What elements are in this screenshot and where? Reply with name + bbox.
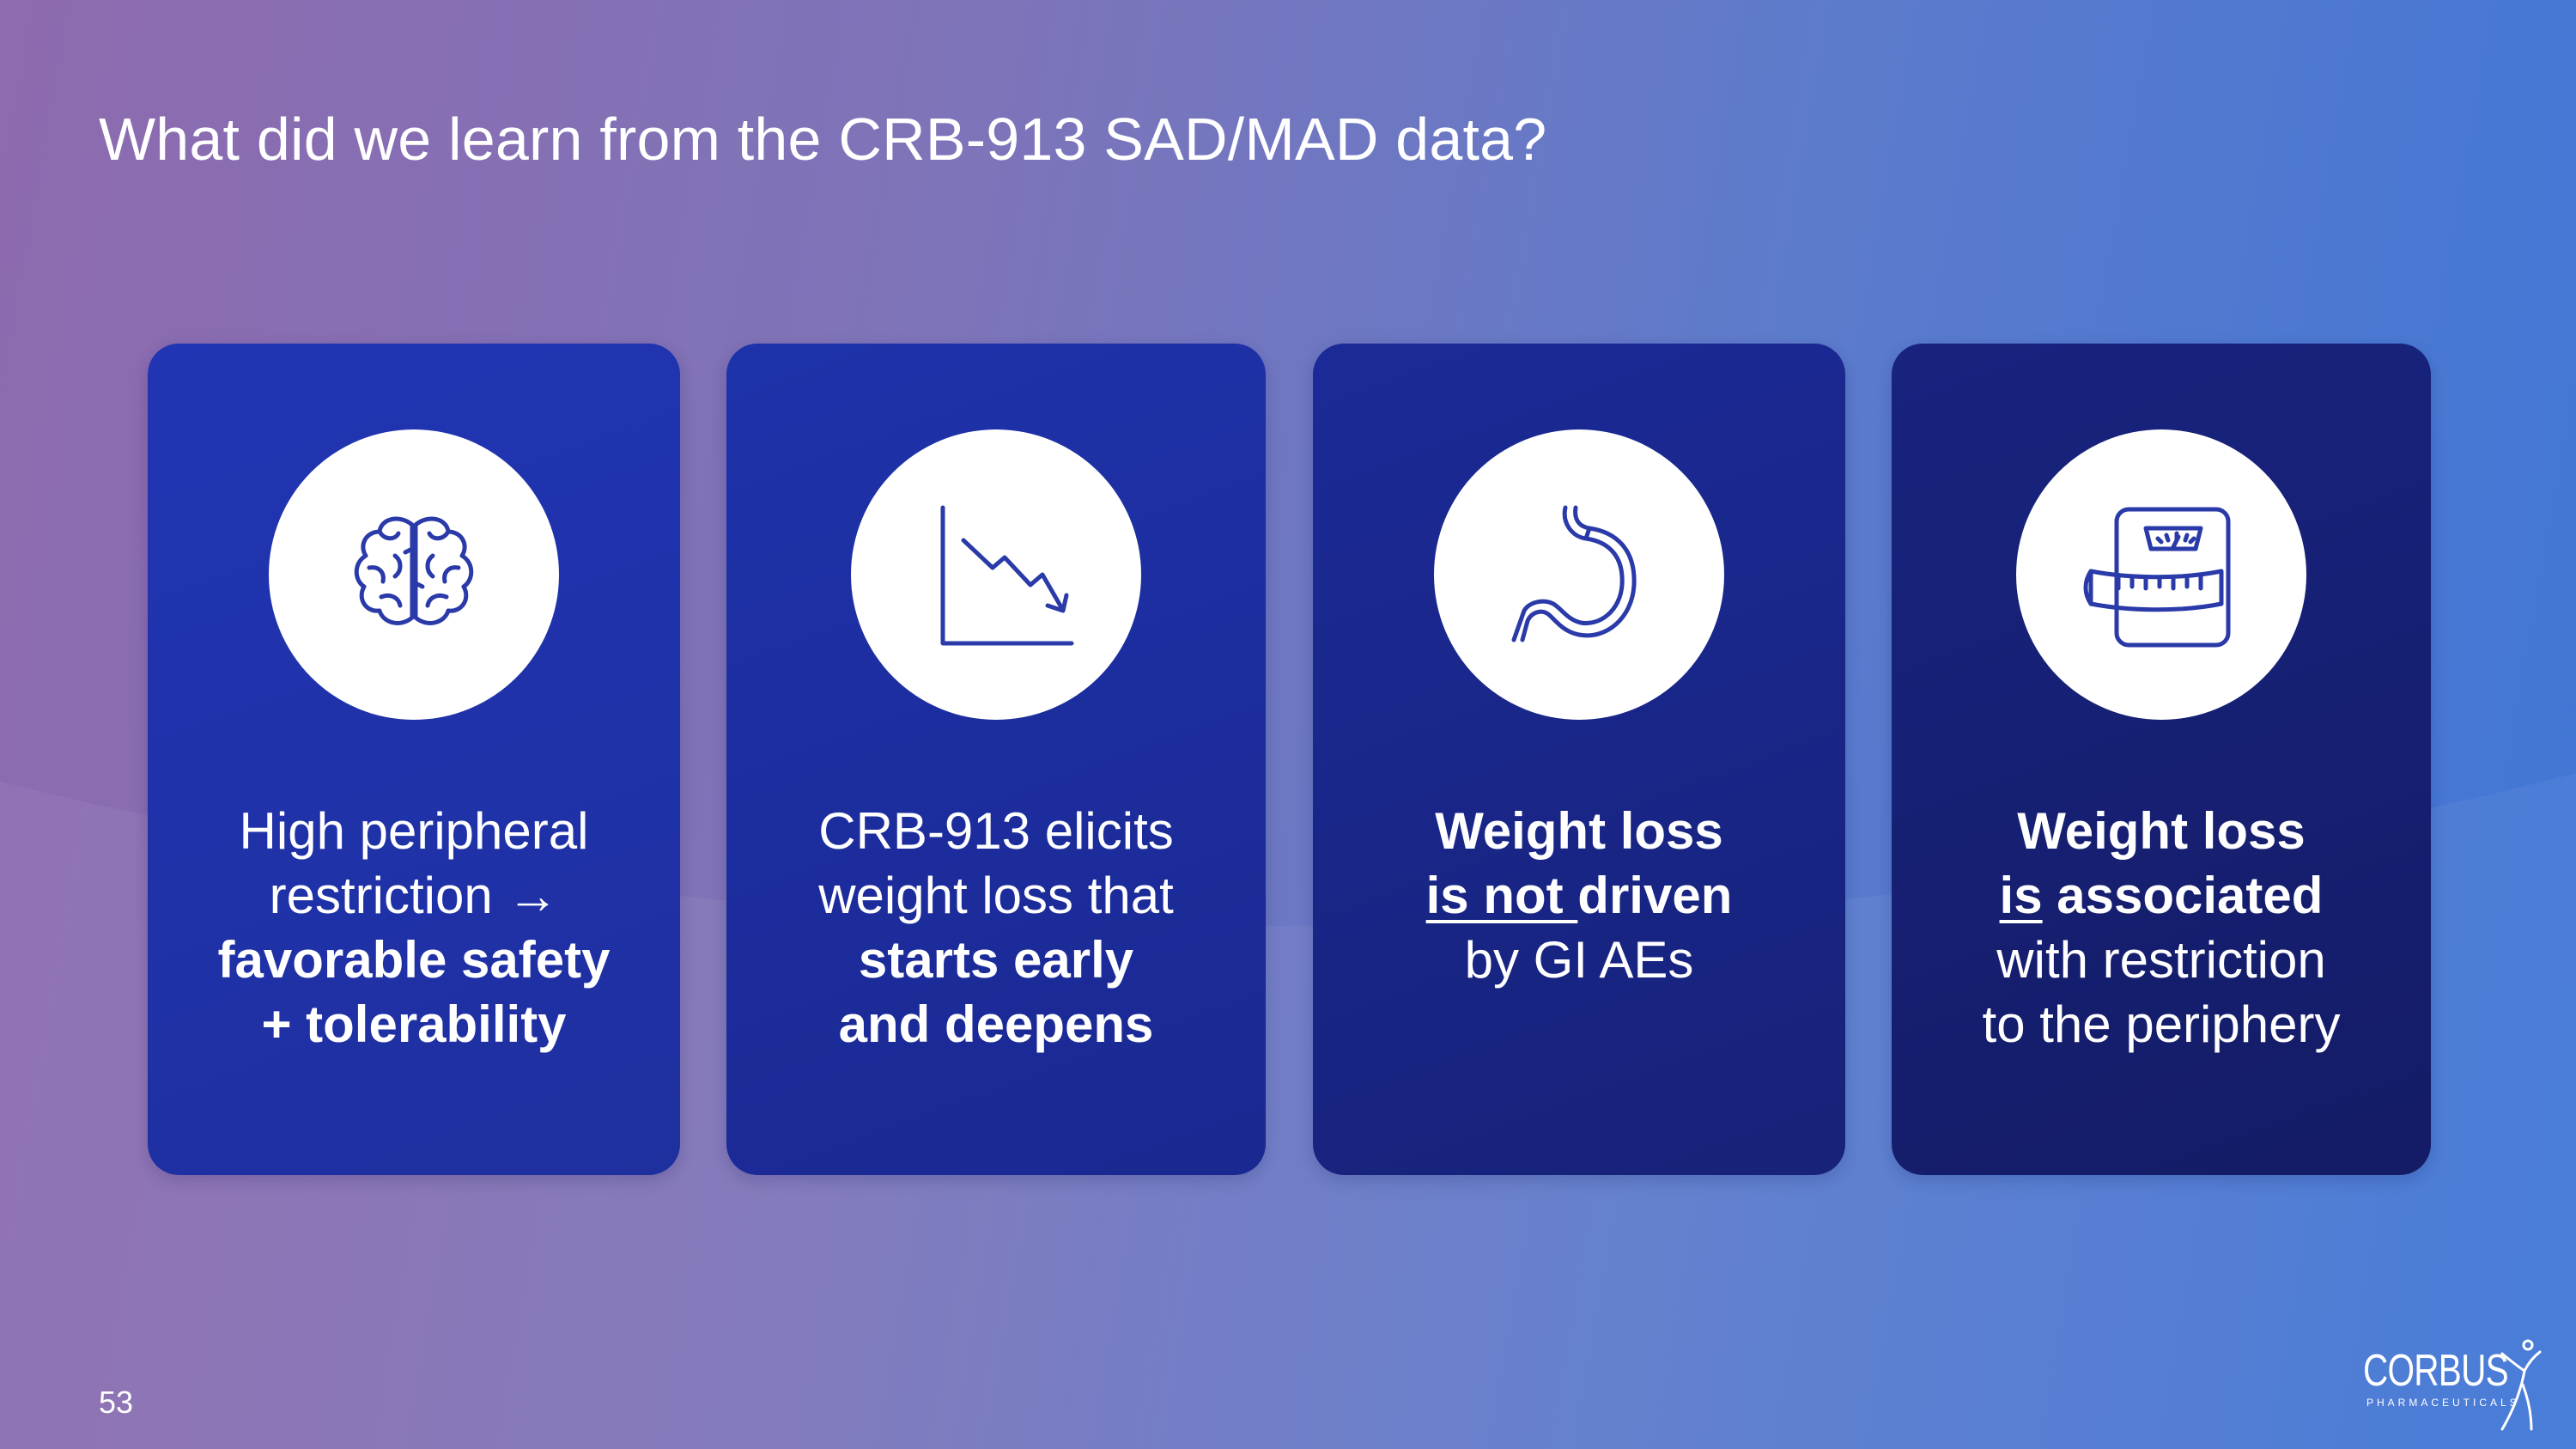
declining-chart-icon bbox=[940, 505, 1074, 646]
underlined-text: is bbox=[1999, 867, 2043, 924]
card-line-rest: associated bbox=[2042, 867, 2324, 924]
scale-tape-measure-icon bbox=[2083, 507, 2231, 648]
card-line-bold: Weight loss bbox=[1435, 802, 1723, 860]
card-line: to the periphery bbox=[1982, 995, 2341, 1053]
icon-circle bbox=[2016, 429, 2306, 720]
card-peripheral-restriction: High peripheral restriction → favorable … bbox=[148, 344, 680, 1175]
card-line: weight loss that bbox=[818, 867, 1174, 924]
card-line: with restriction bbox=[1996, 931, 2326, 989]
card-text: CRB-913 elicits weight loss that starts … bbox=[744, 799, 1249, 1056]
card-weight-loss-early: CRB-913 elicits weight loss that starts … bbox=[726, 344, 1266, 1175]
card-line-bold: Weight loss bbox=[2017, 802, 2306, 860]
card-line-bold: + tolerability bbox=[261, 995, 567, 1053]
card-line-bold: is not driven bbox=[1330, 863, 1828, 928]
card-not-driven-by-gi: Weight loss is not driven by GI AEs bbox=[1313, 344, 1845, 1175]
card-line: restriction → bbox=[269, 867, 559, 924]
card-line-bold: starts early bbox=[858, 931, 1134, 989]
icon-circle bbox=[851, 429, 1141, 720]
logo-figure-icon bbox=[2500, 1339, 2542, 1431]
card-associated-with-restriction: Weight loss is associated with restricti… bbox=[1892, 344, 2431, 1175]
card-line-rest: driven bbox=[1577, 867, 1733, 924]
card-text: Weight loss is not driven by GI AEs bbox=[1330, 799, 1828, 992]
card-line-bold: is associated bbox=[1909, 863, 2414, 928]
card-line: High peripheral bbox=[239, 802, 589, 860]
logo-wordmark: CORBUS bbox=[2363, 1346, 2509, 1396]
brain-icon bbox=[354, 516, 474, 625]
slide-title: What did we learn from the CRB-913 SAD/M… bbox=[99, 106, 1547, 173]
card-text: Weight loss is associated with restricti… bbox=[1909, 799, 2414, 1056]
card-text: High peripheral restriction → favorable … bbox=[165, 799, 663, 1056]
corbus-logo: CORBUS PHARMACEUTICALS bbox=[2363, 1333, 2543, 1436]
card-line: CRB-913 elicits bbox=[818, 802, 1174, 860]
card-line: by GI AEs bbox=[1464, 931, 1694, 989]
stomach-icon bbox=[1511, 505, 1637, 642]
card-line-bold: and deepens bbox=[838, 995, 1154, 1053]
icon-circle bbox=[1434, 429, 1724, 720]
card-line-bold: favorable safety bbox=[217, 931, 611, 989]
icon-circle bbox=[269, 429, 559, 720]
logo-subtitle: PHARMACEUTICALS bbox=[2366, 1397, 2520, 1409]
page-number: 53 bbox=[99, 1385, 134, 1420]
underlined-text: is not bbox=[1425, 867, 1578, 924]
